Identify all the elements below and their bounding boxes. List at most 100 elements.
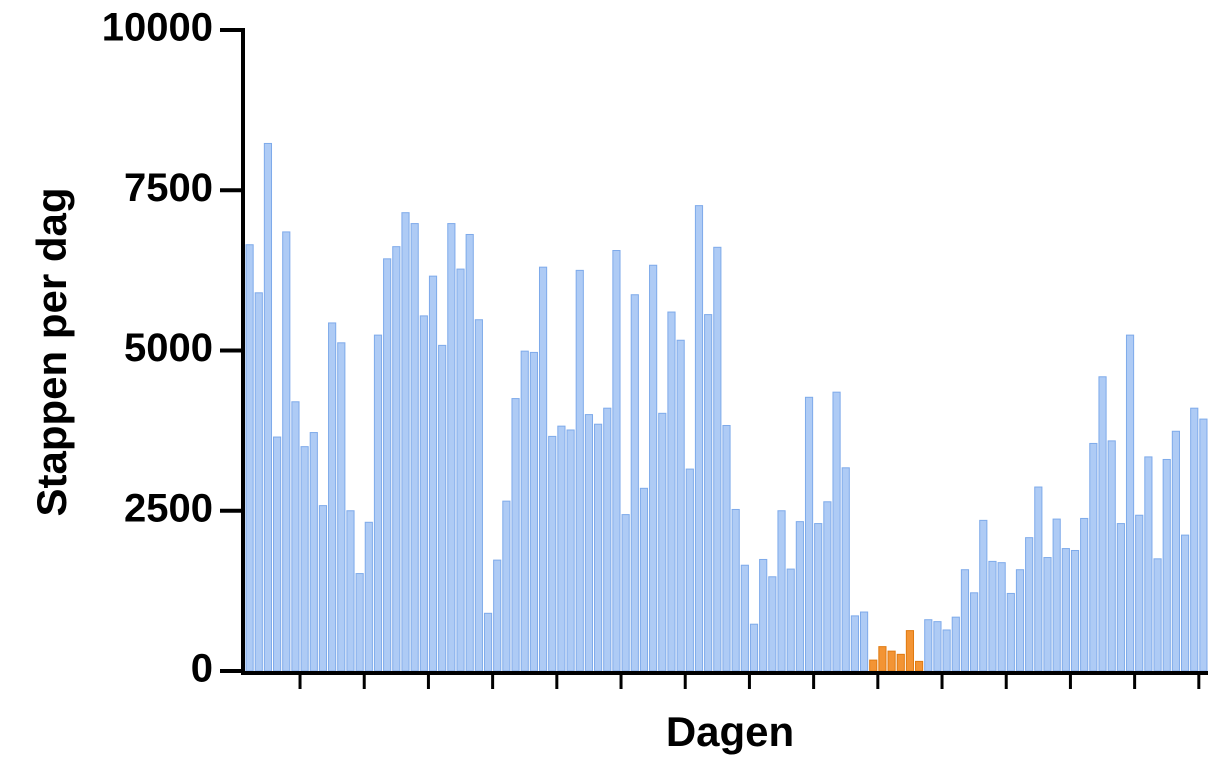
bar bbox=[383, 258, 392, 672]
bar bbox=[630, 294, 639, 672]
bar bbox=[777, 510, 786, 672]
bar bbox=[1180, 534, 1190, 672]
bar bbox=[575, 269, 584, 672]
bar bbox=[667, 311, 676, 672]
bar bbox=[254, 292, 263, 672]
bar bbox=[786, 568, 795, 672]
bar bbox=[621, 514, 630, 672]
bar bbox=[309, 432, 318, 672]
bar bbox=[850, 615, 859, 672]
bar bbox=[438, 344, 447, 672]
bar bbox=[548, 435, 557, 672]
bar bbox=[328, 322, 337, 672]
bar bbox=[685, 468, 694, 672]
bar bbox=[704, 314, 713, 672]
bar bbox=[273, 436, 282, 672]
bar bbox=[823, 501, 832, 672]
bar bbox=[566, 429, 575, 672]
bar bbox=[694, 205, 704, 672]
bar bbox=[1190, 407, 1199, 672]
bar bbox=[318, 505, 328, 672]
bar bbox=[447, 223, 456, 672]
bar bbox=[759, 558, 768, 672]
bar bbox=[649, 264, 658, 672]
bar bbox=[795, 521, 804, 672]
bar bbox=[658, 412, 667, 672]
bar bbox=[905, 630, 915, 672]
bar bbox=[584, 414, 594, 672]
bar bbox=[942, 629, 951, 672]
bar bbox=[878, 646, 887, 672]
bar bbox=[859, 611, 869, 672]
bar bbox=[1162, 458, 1171, 672]
bar bbox=[1006, 592, 1015, 672]
bar bbox=[676, 339, 685, 672]
bar bbox=[896, 653, 905, 672]
bar bbox=[1153, 558, 1162, 672]
bar bbox=[915, 660, 924, 672]
bar bbox=[282, 231, 291, 672]
bar bbox=[511, 398, 520, 672]
bar bbox=[529, 351, 538, 672]
bar bbox=[841, 467, 850, 672]
bar bbox=[1171, 430, 1180, 672]
bar bbox=[951, 616, 960, 672]
bar bbox=[245, 244, 254, 672]
bar bbox=[1061, 548, 1070, 672]
bar bbox=[988, 560, 997, 672]
bar bbox=[474, 319, 483, 672]
bar bbox=[1135, 514, 1144, 672]
bar bbox=[401, 212, 410, 672]
bar bbox=[538, 266, 548, 672]
bar bbox=[869, 659, 878, 672]
bar bbox=[337, 342, 346, 672]
y-tick-label: 2500 bbox=[124, 486, 213, 530]
bar bbox=[960, 569, 970, 672]
bar bbox=[1125, 334, 1135, 672]
bar bbox=[493, 559, 502, 672]
bar bbox=[410, 223, 419, 672]
bar bbox=[612, 250, 621, 672]
bar bbox=[970, 592, 979, 672]
bar bbox=[300, 446, 309, 672]
bar bbox=[1116, 523, 1125, 672]
bar bbox=[603, 407, 612, 672]
bar bbox=[355, 573, 364, 672]
y-tick-label: 10000 bbox=[102, 6, 213, 50]
bar bbox=[428, 275, 438, 672]
bar bbox=[1034, 486, 1043, 672]
bar bbox=[814, 523, 823, 672]
bar bbox=[749, 623, 759, 672]
bar bbox=[731, 508, 740, 672]
bar bbox=[887, 650, 896, 672]
bar bbox=[933, 621, 942, 672]
bar bbox=[713, 246, 722, 672]
bar bbox=[1043, 557, 1052, 672]
bar bbox=[1052, 518, 1061, 672]
bar bbox=[1107, 440, 1116, 672]
bar bbox=[594, 423, 603, 672]
bar bbox=[1098, 376, 1107, 672]
bar bbox=[465, 233, 474, 672]
bar bbox=[1015, 569, 1025, 672]
bar bbox=[768, 576, 777, 672]
bar bbox=[1144, 456, 1153, 672]
bar bbox=[924, 619, 933, 672]
bar bbox=[263, 142, 273, 672]
y-tick-label: 7500 bbox=[124, 166, 213, 210]
bar bbox=[502, 500, 511, 672]
bar bbox=[1025, 537, 1034, 672]
bar bbox=[740, 564, 749, 672]
bar bbox=[364, 521, 373, 672]
bar bbox=[291, 401, 300, 672]
bar bbox=[520, 350, 529, 672]
bar bbox=[456, 268, 465, 672]
bar bbox=[419, 315, 428, 672]
bar bbox=[1089, 442, 1098, 672]
bar bbox=[1199, 418, 1208, 672]
bar bbox=[557, 425, 566, 672]
y-tick-label: 0 bbox=[191, 647, 213, 691]
y-axis-title: Stappen per dag bbox=[28, 187, 75, 516]
bar bbox=[997, 562, 1006, 672]
